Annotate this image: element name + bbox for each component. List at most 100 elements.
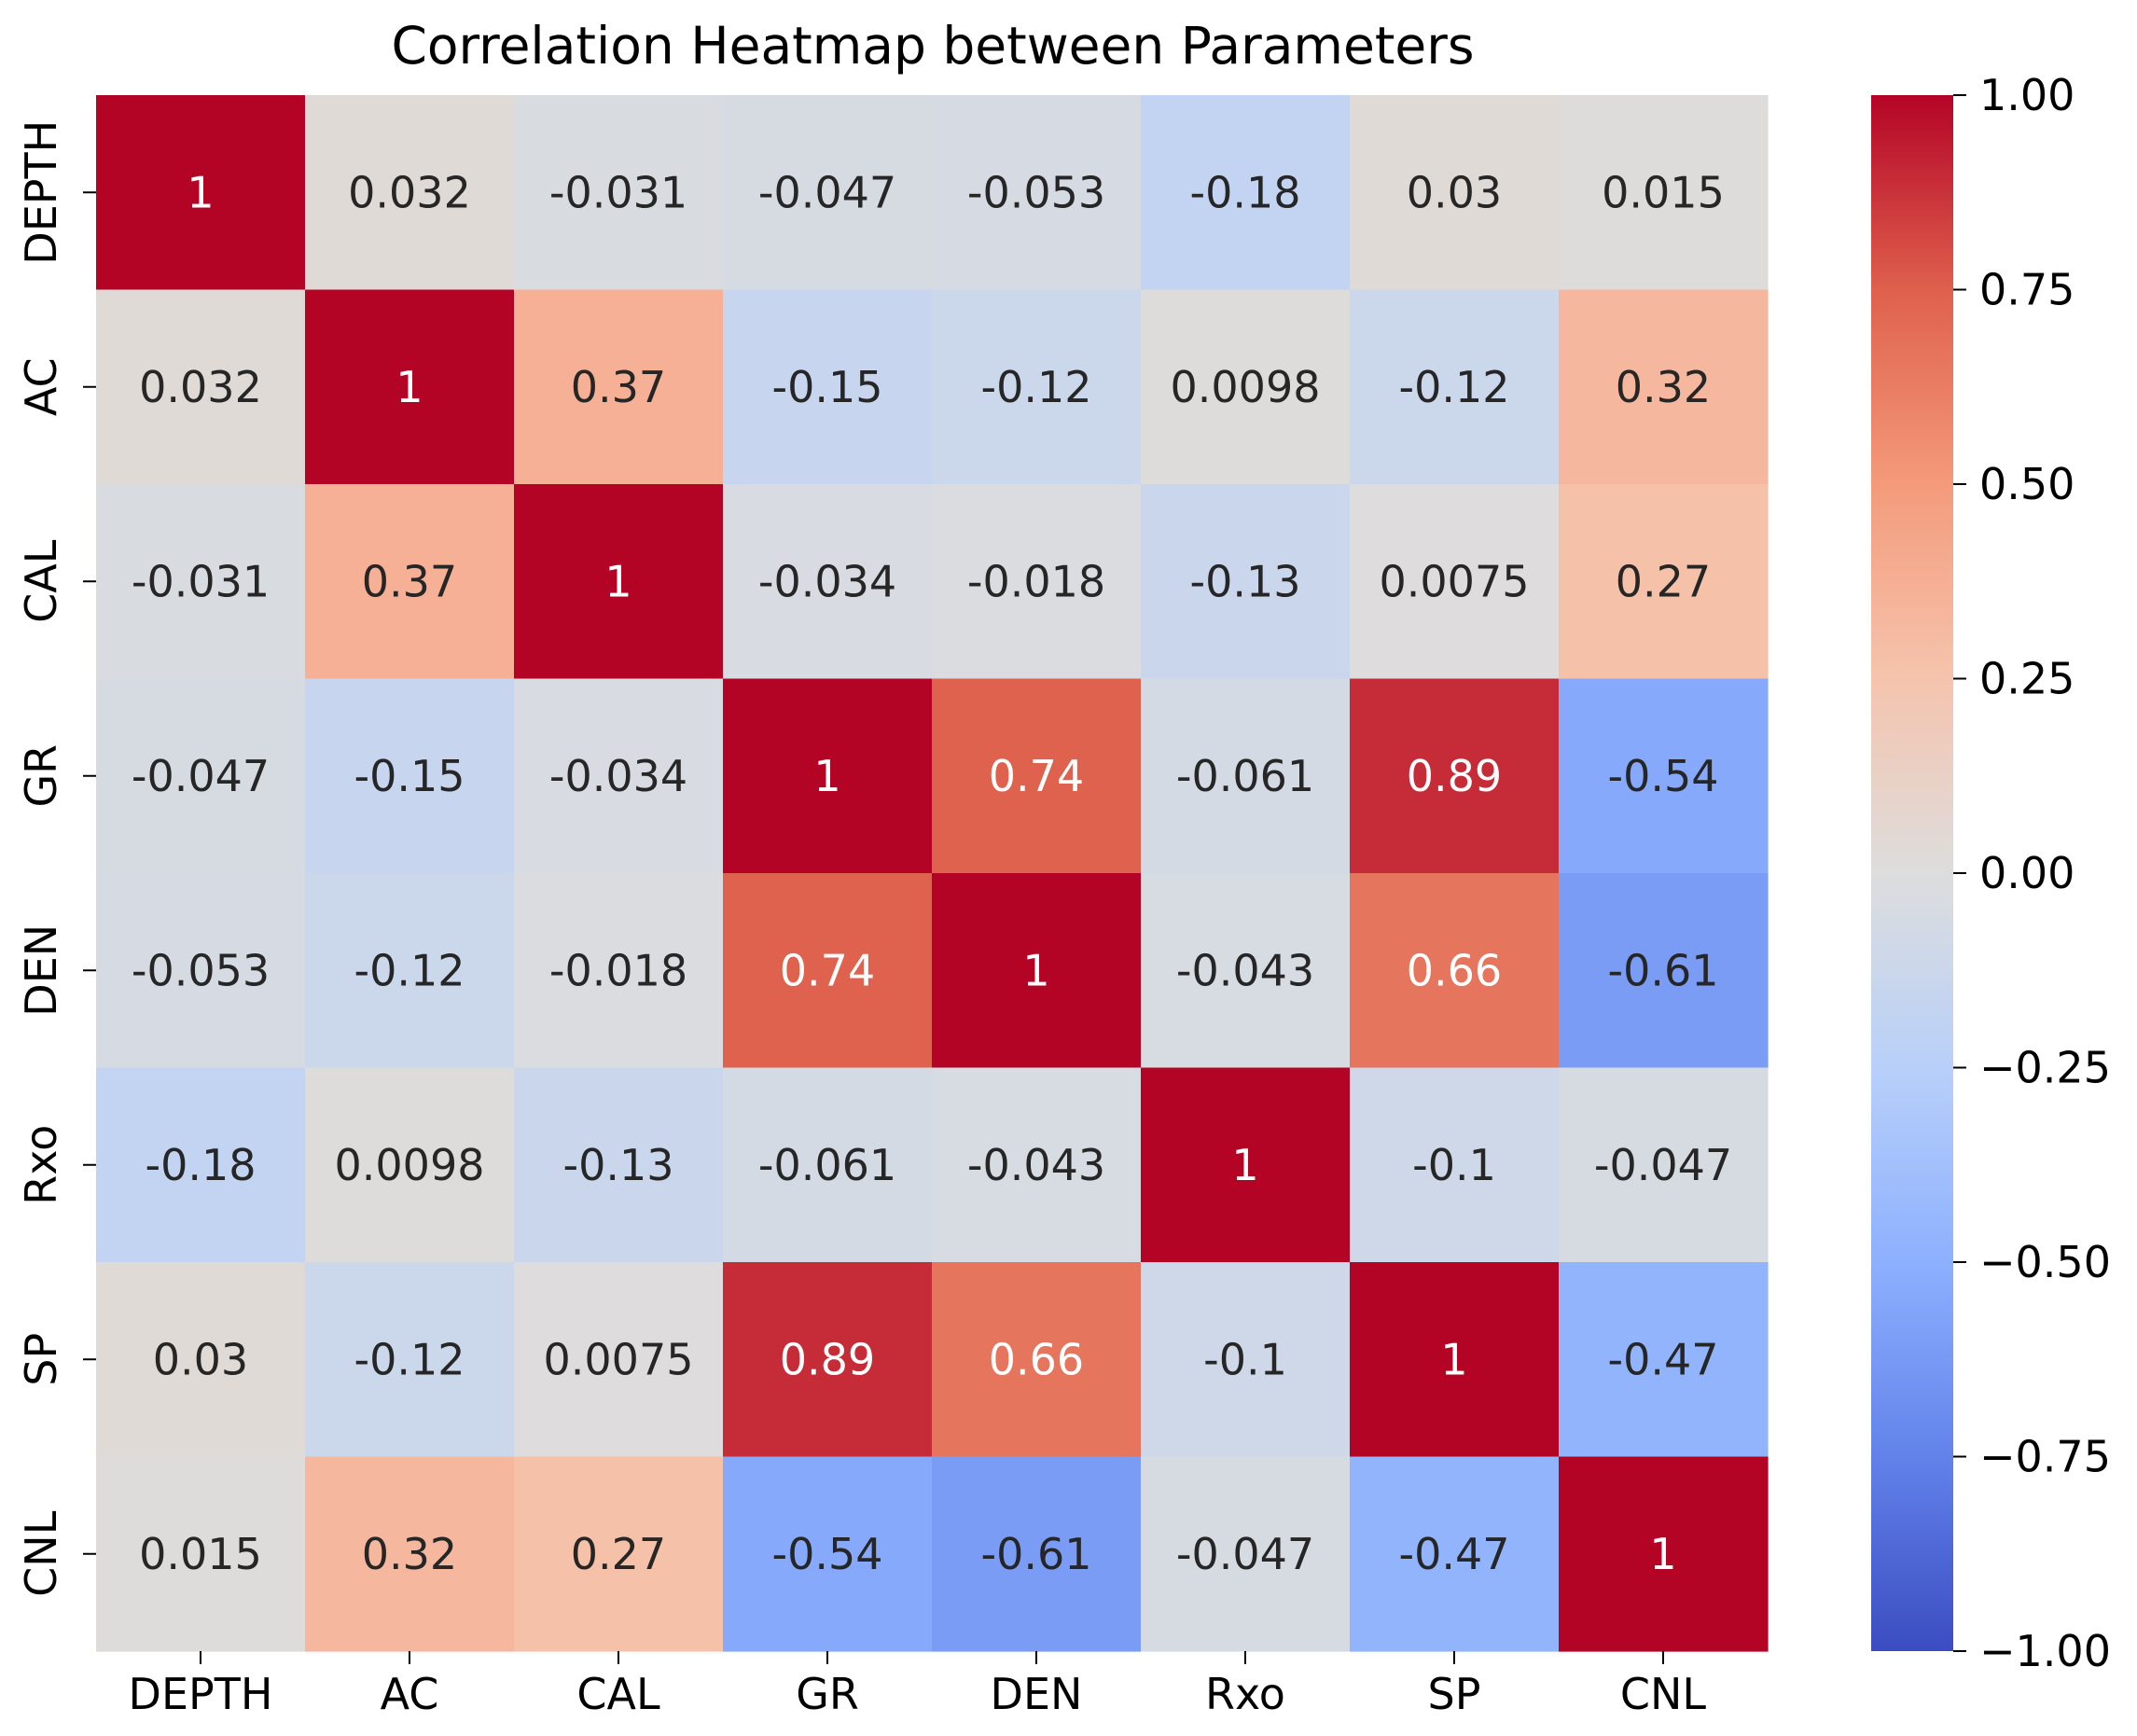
heatmap-cell — [932, 484, 1142, 680]
heatmap-cell — [1559, 289, 1769, 485]
cell-value-label: 0.89 — [780, 1334, 875, 1384]
cell-value-label: -0.031 — [549, 167, 687, 217]
heatmap-cell — [305, 95, 515, 291]
cell-value-label: 0.32 — [1616, 362, 1711, 412]
heatmap-cell — [305, 1262, 515, 1458]
cell-value-label: 0.0075 — [544, 1334, 694, 1384]
heatmap-cell — [514, 1456, 724, 1652]
cell-value-label: 0.37 — [571, 362, 666, 412]
cell-value-label: -0.018 — [549, 945, 687, 995]
cell-value-label: -0.061 — [1176, 751, 1314, 801]
cell-value-label: -0.047 — [1176, 1529, 1314, 1579]
cell-value-label: -0.1 — [1203, 1334, 1287, 1384]
x-tick-label: SP — [1428, 1669, 1481, 1719]
x-tick-label: Rxo — [1205, 1669, 1285, 1719]
heatmap-cell — [514, 95, 724, 291]
cell-value-label: 1 — [1231, 1140, 1258, 1190]
heatmap-cell — [96, 289, 306, 485]
heatmap-cell — [1350, 1262, 1560, 1458]
y-tick-label: AC — [16, 357, 66, 416]
heatmap-cell — [305, 1067, 515, 1263]
y-tick-label: DEPTH — [16, 120, 66, 265]
heatmap-cell — [932, 95, 1142, 291]
heatmap-cell — [514, 1067, 724, 1263]
cell-value-label: 0.032 — [139, 362, 262, 412]
cell-value-label: 0.37 — [362, 556, 457, 606]
heatmap-cell — [1141, 678, 1351, 874]
heatmap-cell — [723, 873, 933, 1069]
heatmap-cell — [723, 95, 933, 291]
heatmap-cell — [514, 484, 724, 680]
heatmap-cell — [1141, 95, 1351, 291]
heatmap-cell — [96, 873, 306, 1069]
heatmap-cell — [1350, 1456, 1560, 1652]
heatmap-cell — [932, 1456, 1142, 1652]
heatmap-cell — [96, 95, 306, 291]
heatmap-cell — [932, 678, 1142, 874]
cell-value-label: -0.12 — [980, 362, 1091, 412]
heatmap-cell — [723, 1067, 933, 1263]
colorbar-tick-label: 0.50 — [1979, 459, 2075, 509]
heatmap-cell — [305, 1456, 515, 1652]
heatmap-cell — [1141, 1262, 1351, 1458]
cell-value-label: -0.18 — [1189, 167, 1300, 217]
heatmap-cell — [932, 289, 1142, 485]
cell-value-label: -0.13 — [1189, 556, 1300, 606]
cell-value-label: -0.034 — [549, 751, 687, 801]
cell-value-label: 0.32 — [362, 1529, 457, 1579]
heatmap-cell — [514, 678, 724, 874]
cell-value-label: 0.0075 — [1380, 556, 1530, 606]
heatmap-cell — [1559, 1067, 1769, 1263]
colorbar: 1.00 0.75 0.50 0.25 0.00 −0.25 −0.50 −0.75 −1.00 — [1871, 70, 2111, 1676]
heatmap-cell — [1350, 1067, 1560, 1263]
cell-value-label: -0.18 — [145, 1140, 256, 1190]
cell-value-label: 1 — [1649, 1529, 1676, 1579]
colorbar-tick-label: −0.25 — [1979, 1043, 2111, 1093]
cell-value-label: -0.061 — [758, 1140, 896, 1190]
heatmap-cell — [1559, 1262, 1769, 1458]
cell-value-label: -0.018 — [967, 556, 1105, 606]
cell-value-label: 0.66 — [1407, 945, 1502, 995]
cell-value-label: -0.034 — [758, 556, 896, 606]
colorbar-tick-label: −1.00 — [1979, 1626, 2111, 1676]
x-tick-label: GR — [796, 1669, 859, 1719]
cell-value-label: -0.047 — [1594, 1140, 1732, 1190]
cell-value-label: 0.032 — [348, 167, 471, 217]
heatmap-cell — [514, 873, 724, 1069]
heatmap-cell — [1350, 873, 1560, 1069]
y-tick-label: CAL — [16, 539, 66, 623]
cell-value-label: -0.47 — [1398, 1529, 1509, 1579]
cell-value-label: 0.03 — [1407, 167, 1502, 217]
heatmap-cell — [1141, 1456, 1351, 1652]
heatmap-cell — [723, 1456, 933, 1652]
heatmap-cell — [723, 678, 933, 874]
cell-value-label: -0.61 — [980, 1529, 1091, 1579]
heatmap-cell — [1350, 678, 1560, 874]
cell-value-label: -0.54 — [1607, 751, 1718, 801]
y-tick-label: Rxo — [16, 1125, 66, 1205]
cell-value-label: 0.74 — [989, 751, 1084, 801]
heatmap-cell — [305, 289, 515, 485]
cell-value-label: 0.74 — [780, 945, 875, 995]
y-tick-label: SP — [16, 1333, 66, 1386]
cell-value-label: 1 — [813, 751, 840, 801]
heatmap-cell — [723, 289, 933, 485]
cell-value-label: 1 — [604, 556, 631, 606]
heatmap-cell — [932, 1262, 1142, 1458]
colorbar-tick-label: 0.00 — [1979, 848, 2075, 898]
heatmap-cell — [932, 873, 1142, 1069]
heatmap-cell — [514, 1262, 724, 1458]
heatmap-cell — [1559, 95, 1769, 291]
x-tick-label: DEN — [991, 1669, 1083, 1719]
x-tick-label: DEPTH — [129, 1669, 273, 1719]
y-tick-label: CNL — [16, 1510, 66, 1597]
cell-value-label: -0.61 — [1607, 945, 1718, 995]
heatmap-cell — [1141, 289, 1351, 485]
colorbar-tick-label: −0.50 — [1979, 1237, 2111, 1287]
heatmap-cell — [96, 1456, 306, 1652]
x-tick-label: CNL — [1620, 1669, 1707, 1719]
cell-value-label: 0.015 — [139, 1529, 262, 1579]
heatmap-cell — [305, 873, 515, 1069]
heatmap-cell — [1559, 678, 1769, 874]
